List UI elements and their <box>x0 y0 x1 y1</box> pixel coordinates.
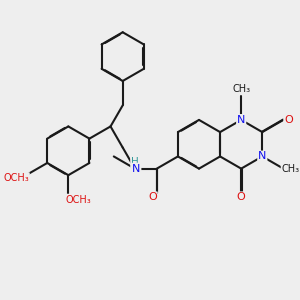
Text: CH₃: CH₃ <box>281 164 300 174</box>
Text: N: N <box>237 115 245 125</box>
Text: H: H <box>131 157 139 167</box>
Text: N: N <box>258 152 266 161</box>
Text: N: N <box>132 164 140 174</box>
Text: OCH₃: OCH₃ <box>3 173 29 183</box>
Text: OCH₃: OCH₃ <box>65 194 91 205</box>
Text: O: O <box>148 192 157 202</box>
Text: O: O <box>284 115 293 125</box>
Text: O: O <box>237 192 246 202</box>
Text: CH₃: CH₃ <box>232 84 250 94</box>
